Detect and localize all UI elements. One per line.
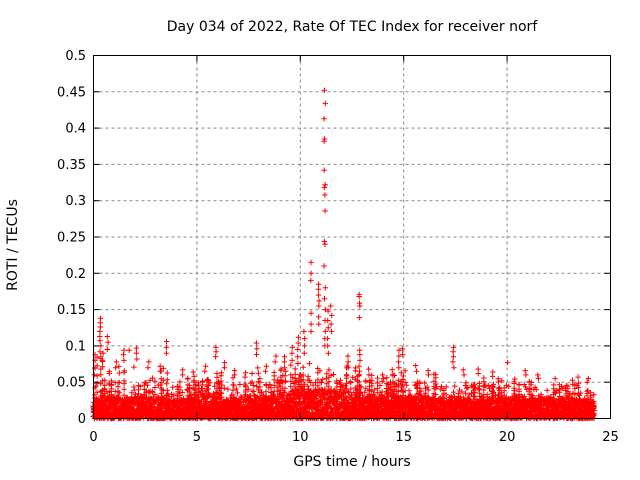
y-tick-label: 0.15 (57, 303, 86, 318)
x-tick-label: 20 (499, 430, 516, 445)
y-tick-label: 0 (78, 412, 86, 427)
x-tick-label: 5 (193, 430, 201, 445)
chart-title: Day 034 of 2022, Rate Of TEC Index for r… (167, 19, 539, 35)
x-tick-label: 0 (89, 430, 97, 445)
x-tick-label: 25 (602, 430, 619, 445)
x-tick-label: 10 (292, 430, 309, 445)
y-tick-label: 0.25 (57, 231, 86, 246)
y-tick-label: 0.3 (65, 194, 86, 209)
y-tick-label: 0.35 (57, 158, 86, 173)
y-tick-label: 0.05 (57, 376, 86, 391)
plot-area-border (93, 55, 611, 419)
y-tick-label: 0.2 (65, 267, 86, 282)
y-tick-label: 0.1 (65, 339, 86, 354)
y-tick-label: 0.5 (65, 49, 86, 64)
tick-labels: 0 0.05 0.1 0.15 0.2 0.25 0.3 0.35 0.4 0.45 0.5 0 5 10… (57, 49, 619, 445)
y-axis-label: ROTI / TECUs (5, 199, 21, 291)
grid (93, 55, 611, 419)
y-tick-label: 0.45 (57, 85, 86, 100)
x-axis-label: GPS time / hours (293, 454, 410, 470)
x-tick-label: 15 (395, 430, 412, 445)
y-tick-label: 0.4 (65, 122, 86, 137)
data-points (90, 87, 597, 422)
